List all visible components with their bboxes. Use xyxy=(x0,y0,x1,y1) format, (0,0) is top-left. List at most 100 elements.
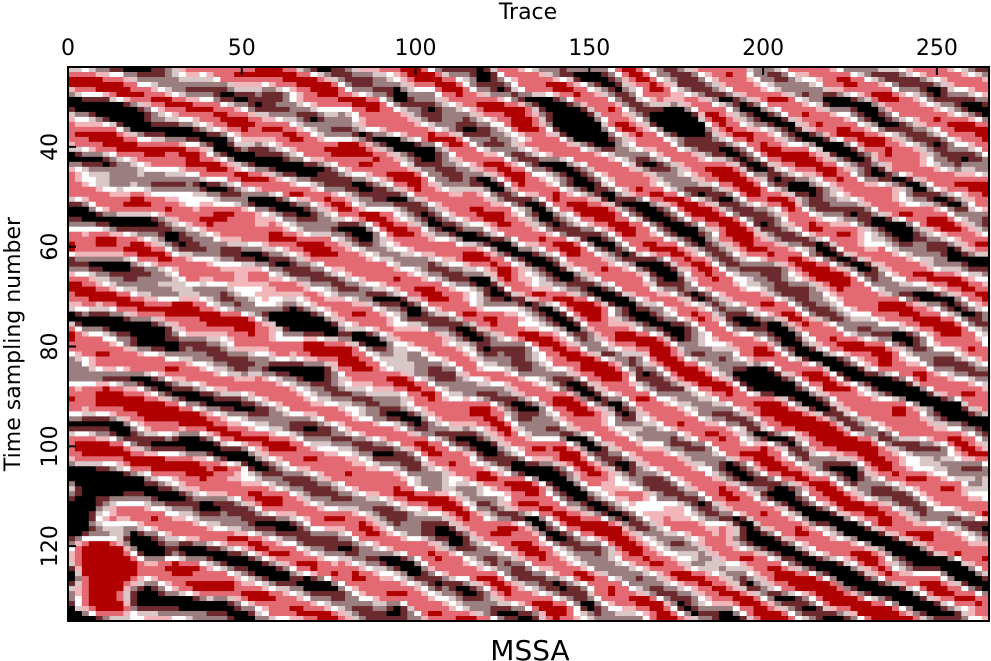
heatmap-cell xyxy=(151,161,159,168)
heatmap-cell xyxy=(109,76,117,83)
heatmap-cell xyxy=(178,251,187,258)
heatmap-cell xyxy=(968,216,976,223)
heatmap-cell xyxy=(864,91,872,98)
heatmap-cell xyxy=(331,161,339,168)
heatmap-cell xyxy=(732,211,741,218)
heatmap-cell xyxy=(275,136,284,143)
heatmap-cell xyxy=(296,101,304,108)
heatmap-cell xyxy=(864,176,872,183)
heatmap-cell xyxy=(601,246,609,253)
heatmap-cell xyxy=(725,201,734,208)
heatmap-cell xyxy=(594,201,602,208)
heatmap-cell xyxy=(178,156,187,163)
heatmap-cell xyxy=(746,76,754,83)
heatmap-cell xyxy=(213,151,221,158)
heatmap-cell xyxy=(968,126,976,133)
heatmap-cell xyxy=(621,181,630,188)
heatmap-cell xyxy=(691,226,699,233)
heatmap-cell xyxy=(199,246,207,253)
heatmap-cell xyxy=(338,201,346,208)
heatmap-cell xyxy=(857,201,865,208)
heatmap-cell xyxy=(573,191,581,198)
heatmap-cell xyxy=(815,236,824,243)
heatmap-cell xyxy=(344,91,353,98)
heatmap-cell xyxy=(74,71,83,78)
heatmap-cell xyxy=(573,181,581,188)
heatmap-cell xyxy=(241,81,249,88)
heatmap-cell xyxy=(878,246,886,253)
heatmap-cell xyxy=(199,86,207,93)
heatmap-cell xyxy=(968,191,976,198)
heatmap-cell xyxy=(241,151,249,158)
heatmap-cell xyxy=(857,161,865,168)
heatmap-cell xyxy=(760,201,768,208)
heatmap-cell xyxy=(829,106,838,113)
heatmap-cell xyxy=(74,116,83,123)
heatmap-cell xyxy=(864,81,872,88)
heatmap-cell xyxy=(656,96,664,103)
heatmap-cell xyxy=(116,81,124,88)
heatmap-cell xyxy=(303,161,311,168)
heatmap-cell xyxy=(878,186,886,193)
heatmap-cell xyxy=(580,151,588,158)
heatmap-cell xyxy=(220,211,228,218)
heatmap-cell xyxy=(781,101,789,108)
heatmap-cell xyxy=(912,146,921,153)
heatmap-cell xyxy=(164,136,173,143)
heatmap-cell xyxy=(656,111,664,118)
heatmap-cell xyxy=(227,161,235,168)
heatmap-cell xyxy=(192,111,200,118)
heatmap-cell xyxy=(850,236,858,243)
heatmap-cell xyxy=(365,81,374,88)
heatmap-cell xyxy=(248,196,256,203)
heatmap-cell xyxy=(268,131,277,138)
heatmap-cell xyxy=(393,211,401,218)
heatmap-cell xyxy=(552,211,561,218)
heatmap-cell xyxy=(857,106,865,113)
heatmap-cell xyxy=(746,166,754,173)
heatmap-cell xyxy=(871,96,879,103)
heatmap-cell xyxy=(372,246,381,253)
heatmap-cell xyxy=(351,196,360,203)
heatmap-cell xyxy=(739,221,748,228)
heatmap-cell xyxy=(795,121,803,128)
heatmap-cell xyxy=(497,196,505,203)
heatmap-cell xyxy=(365,216,374,223)
heatmap-cell xyxy=(372,211,381,218)
heatmap-cell xyxy=(178,106,187,113)
heatmap-cell xyxy=(822,231,831,238)
heatmap-cell xyxy=(843,156,851,163)
heatmap-cell xyxy=(594,121,602,128)
heatmap-cell xyxy=(102,91,110,98)
heatmap-cell xyxy=(518,136,526,143)
heatmap-cell xyxy=(435,106,443,113)
heatmap-cell xyxy=(358,191,367,198)
heatmap-cell xyxy=(767,201,775,208)
heatmap-cell xyxy=(933,221,941,228)
heatmap-cell xyxy=(857,221,865,228)
heatmap-cell xyxy=(317,231,325,238)
heatmap-cell xyxy=(954,171,962,178)
heatmap-cell xyxy=(677,161,685,168)
heatmap-cell xyxy=(691,131,699,138)
heatmap-cell xyxy=(781,176,789,183)
heatmap-cell xyxy=(933,176,941,183)
heatmap-cell xyxy=(892,91,900,98)
heatmap-cell xyxy=(781,86,789,93)
heatmap-cell xyxy=(192,196,200,203)
heatmap-cell xyxy=(635,176,644,183)
heatmap-cell xyxy=(940,71,948,78)
heatmap-cell xyxy=(296,71,304,78)
heatmap-cell xyxy=(234,241,242,248)
heatmap-cell xyxy=(649,201,657,208)
heatmap-cell xyxy=(476,86,484,93)
heatmap-cell xyxy=(95,176,104,183)
heatmap-cell xyxy=(746,231,754,238)
heatmap-cell xyxy=(712,201,720,208)
heatmap-cell xyxy=(289,196,297,203)
heatmap-cell xyxy=(947,81,955,88)
heatmap-cell xyxy=(954,121,962,128)
heatmap-cell xyxy=(892,171,900,178)
heatmap-cell xyxy=(829,81,838,88)
heatmap-cell xyxy=(601,171,609,178)
